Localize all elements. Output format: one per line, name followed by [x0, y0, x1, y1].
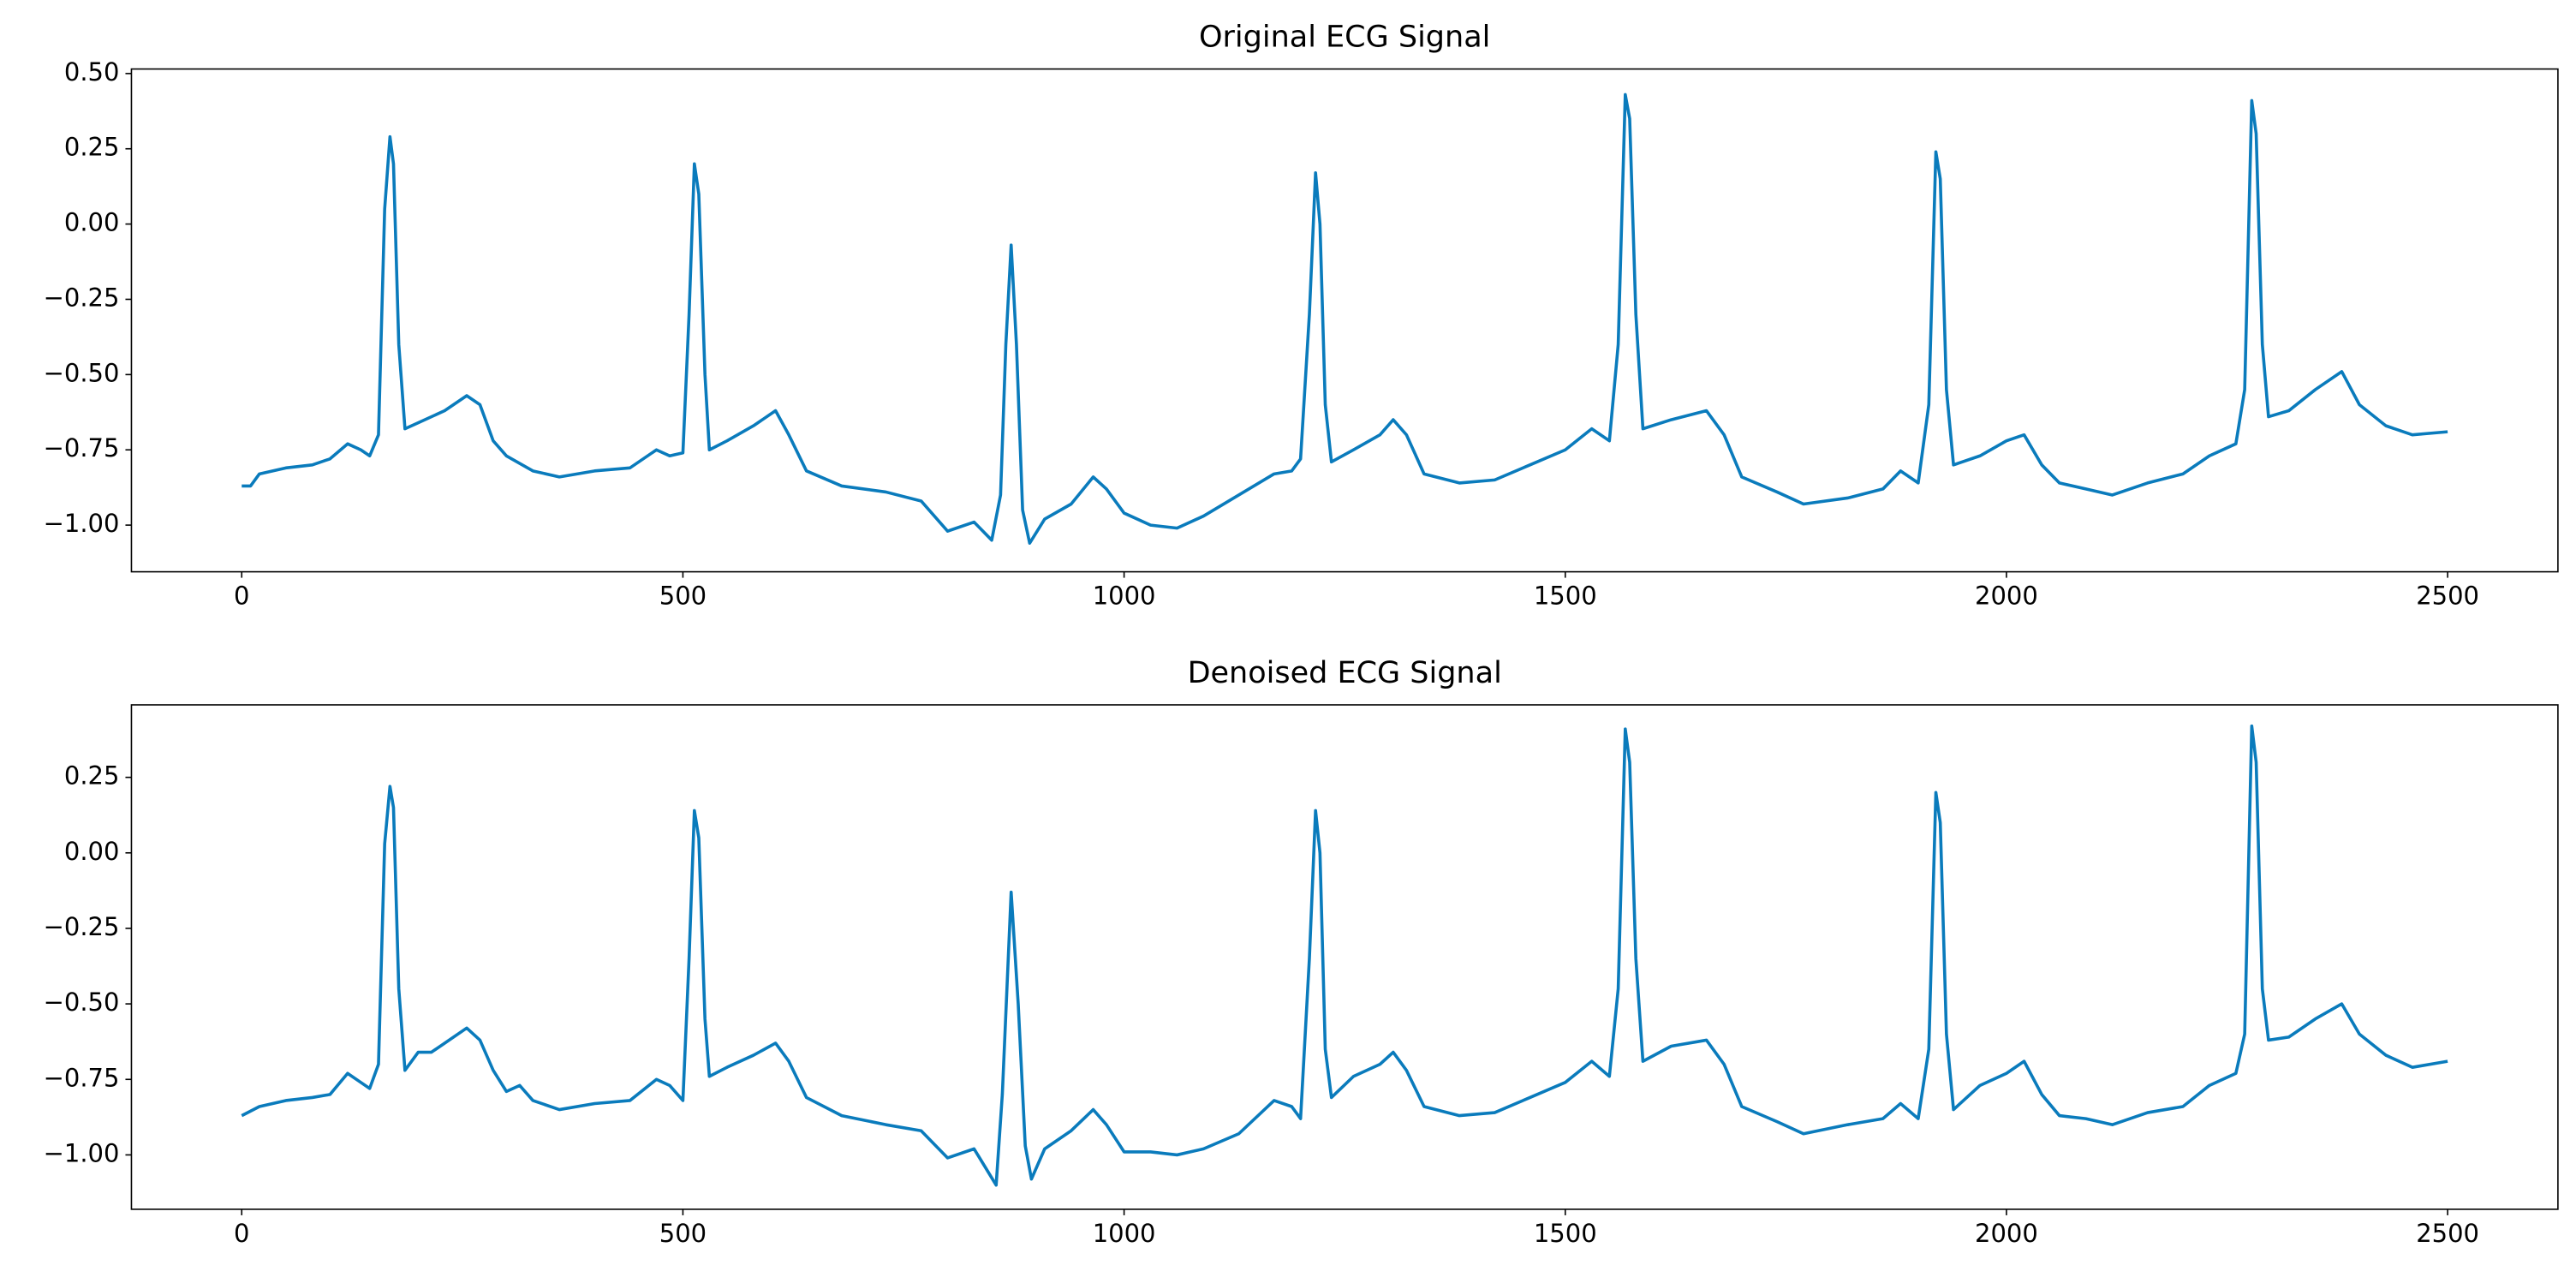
signal-line: [242, 92, 2448, 545]
x-tick-label: 500: [659, 582, 707, 611]
y-tick-label: −0.25: [44, 283, 120, 312]
x-tick-label: 2000: [1975, 1219, 2038, 1248]
x-tick-label: 1000: [1093, 1219, 1156, 1248]
y-tick-label: 0.25: [64, 133, 120, 162]
x-tick-label: 2000: [1975, 582, 2038, 611]
x-tick-label: 500: [659, 1219, 707, 1248]
axes-frame: [130, 68, 2559, 573]
chart-title: Original ECG Signal: [1199, 21, 1490, 55]
y-tick-label: −0.25: [44, 912, 120, 941]
y-tick-label: 0.00: [64, 208, 120, 237]
signal-line: [241, 724, 2448, 1187]
y-tick-label: 0.25: [64, 761, 120, 791]
y-tick-label: −0.50: [44, 358, 120, 387]
x-tick-label: 1000: [1093, 582, 1156, 611]
x-tick-label: 0: [234, 1219, 249, 1248]
x-tick-label: 2500: [2416, 582, 2479, 611]
y-tick-label: 0.00: [64, 837, 120, 866]
x-tick-label: 0: [234, 582, 249, 611]
chart-title: Denoised ECG Signal: [1188, 656, 1502, 690]
axes-frame: [130, 704, 2559, 1210]
x-tick-label: 1500: [1534, 582, 1597, 611]
y-tick-label: −0.75: [44, 1063, 120, 1092]
x-tick-label: 1500: [1534, 1219, 1597, 1248]
y-tick-label: −0.75: [44, 433, 120, 462]
y-tick-label: −0.50: [44, 988, 120, 1017]
x-tick-label: 2500: [2416, 1219, 2479, 1248]
y-tick-label: 0.50: [64, 57, 120, 87]
y-tick-label: −1.00: [44, 1138, 120, 1167]
y-tick-label: −1.00: [44, 509, 120, 538]
